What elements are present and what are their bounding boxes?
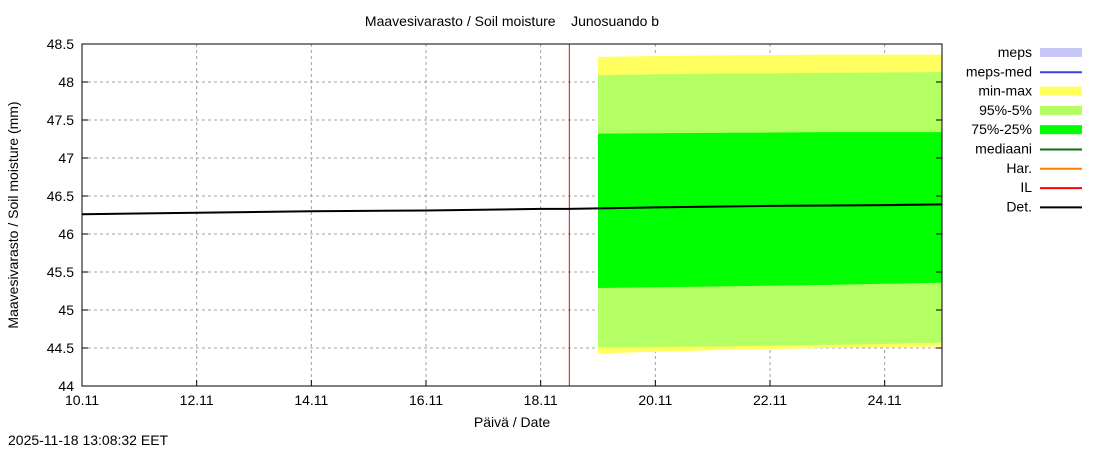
legend-label: Det. bbox=[1006, 198, 1032, 214]
y-tick-label: 45 bbox=[58, 302, 74, 318]
x-tick-label: 24.11 bbox=[868, 392, 902, 408]
x-tick-label: 12.11 bbox=[180, 392, 214, 408]
legend-swatch bbox=[1040, 125, 1082, 135]
timestamp: 2025-11-18 13:08:32 EET bbox=[8, 432, 169, 448]
legend-label: IL bbox=[1020, 179, 1032, 195]
y-tick-label: 44 bbox=[58, 378, 74, 394]
y-tick-label: 44.5 bbox=[47, 340, 74, 356]
y-axis-label: Maavesivarasto / Soil moisture (mm) bbox=[5, 101, 21, 328]
legend-label: meps-med bbox=[966, 63, 1032, 79]
y-tick-label: 46.5 bbox=[47, 188, 74, 204]
y-tick-label: 47 bbox=[58, 150, 74, 166]
x-tick-label: 16.11 bbox=[409, 392, 443, 408]
legend-label: 95%-5% bbox=[979, 102, 1032, 118]
y-tick-label: 48.5 bbox=[47, 36, 74, 52]
x-axis-label: Päivä / Date bbox=[474, 414, 550, 430]
y-tick-label: 46 bbox=[58, 226, 74, 242]
x-tick-label: 20.11 bbox=[638, 392, 672, 408]
legend-label: mediaani bbox=[975, 141, 1032, 157]
legend-swatch bbox=[1040, 105, 1082, 115]
x-tick-label: 10.11 bbox=[65, 392, 99, 408]
y-tick-label: 48 bbox=[58, 74, 74, 90]
legend-label: min-max bbox=[978, 83, 1032, 99]
x-tick-label: 18.11 bbox=[524, 392, 558, 408]
x-tick-label: 14.11 bbox=[294, 392, 328, 408]
legend-label: Har. bbox=[1006, 160, 1032, 176]
y-tick-label: 47.5 bbox=[47, 112, 74, 128]
y-tick-label: 45.5 bbox=[47, 264, 74, 280]
chart-title: Maavesivarasto / Soil moisture Junosuand… bbox=[365, 13, 659, 29]
plot-frame bbox=[81, 43, 943, 387]
legend-label: 75%-25% bbox=[971, 121, 1032, 137]
band-75-25- bbox=[598, 132, 942, 288]
x-tick-label: 22.11 bbox=[753, 392, 787, 408]
legend-swatch bbox=[1040, 86, 1082, 96]
legend-swatch bbox=[1040, 48, 1082, 57]
det-line bbox=[81, 203, 943, 216]
legend-label: meps bbox=[998, 44, 1032, 60]
